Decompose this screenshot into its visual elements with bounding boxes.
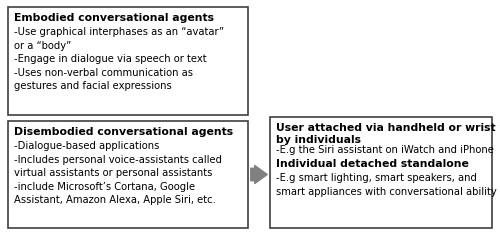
Text: -E.g the Siri assistant on iWatch and iPhone: -E.g the Siri assistant on iWatch and iP… (276, 145, 494, 155)
Text: -Dialogue-based applications
-Includes personal voice-assistants called
virtual : -Dialogue-based applications -Includes p… (14, 141, 222, 205)
FancyArrowPatch shape (251, 165, 267, 184)
Text: User attached via handheld or wrist worn
by individuals: User attached via handheld or wrist worn… (276, 123, 500, 145)
Text: Disembodied conversational agents: Disembodied conversational agents (14, 127, 233, 137)
Bar (8, 7, 248, 115)
Text: -E.g smart lighting, smart speakers, and
smart appliances with conversational ab: -E.g smart lighting, smart speakers, and… (276, 173, 497, 197)
Text: Individual detached standalone: Individual detached standalone (276, 159, 469, 169)
Text: Embodied conversational agents: Embodied conversational agents (14, 13, 214, 23)
Bar (8, 121, 248, 228)
Bar (270, 117, 492, 228)
Text: -Use graphical interphases as an “avatar”
or a “body”
-Engage in dialogue via sp: -Use graphical interphases as an “avatar… (14, 27, 224, 91)
